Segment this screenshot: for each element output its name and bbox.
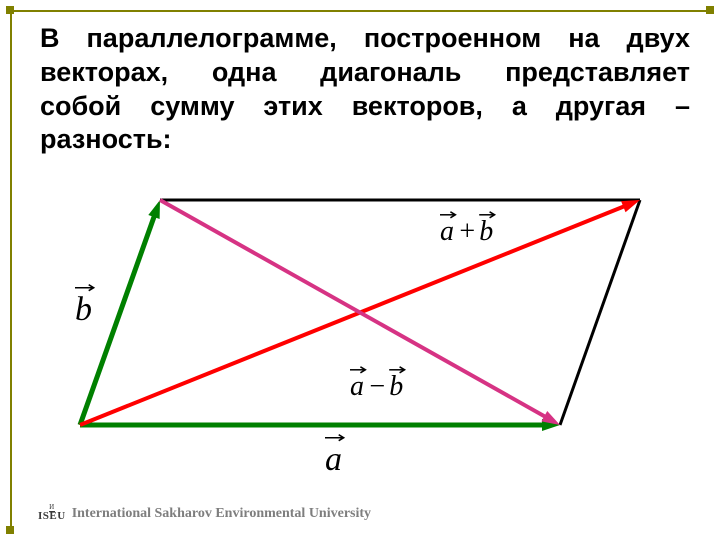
label-b: b [75, 291, 92, 328]
label-a: a [325, 441, 342, 478]
title-line-1: В параллелограмме, построенном на двух [40, 22, 690, 56]
title-text: В параллелограмме, построенном на двух в… [40, 22, 690, 157]
label-a_minus_b-b: b [389, 371, 403, 402]
corner-top-right [706, 6, 714, 14]
label-a_minus_b-op: − [369, 371, 385, 402]
label-a_plus_b-op: + [459, 216, 475, 247]
title-line-2: векторах, одна диагональ представляет [40, 56, 690, 90]
border-top [10, 10, 710, 12]
title-line-3: собой сумму этих векторов, а другая – [40, 90, 690, 124]
edge-DC [560, 200, 640, 425]
parallelogram-diagram: baa+ba−b [40, 170, 680, 470]
logo-bottom: ISEU [38, 512, 66, 522]
diagram-svg: baa+ba−b [40, 170, 680, 470]
logo: И ISEU [38, 504, 66, 522]
title-line-4: разность: [40, 123, 690, 157]
corner-top-left [6, 6, 14, 14]
label-a_minus_b-a: a [350, 371, 364, 402]
border-left [10, 10, 12, 530]
label-a_plus_b-b: b [479, 216, 493, 247]
corner-bottom-left [6, 526, 14, 534]
label-a_plus_b-a: a [440, 216, 454, 247]
footer: И ISEU International Sakharov Environmen… [38, 504, 371, 522]
slide: В параллелограмме, построенном на двух в… [0, 0, 720, 540]
edge-AB [80, 200, 160, 425]
edge-AD [80, 419, 560, 431]
footer-text: International Sakharov Environmental Uni… [72, 506, 371, 522]
